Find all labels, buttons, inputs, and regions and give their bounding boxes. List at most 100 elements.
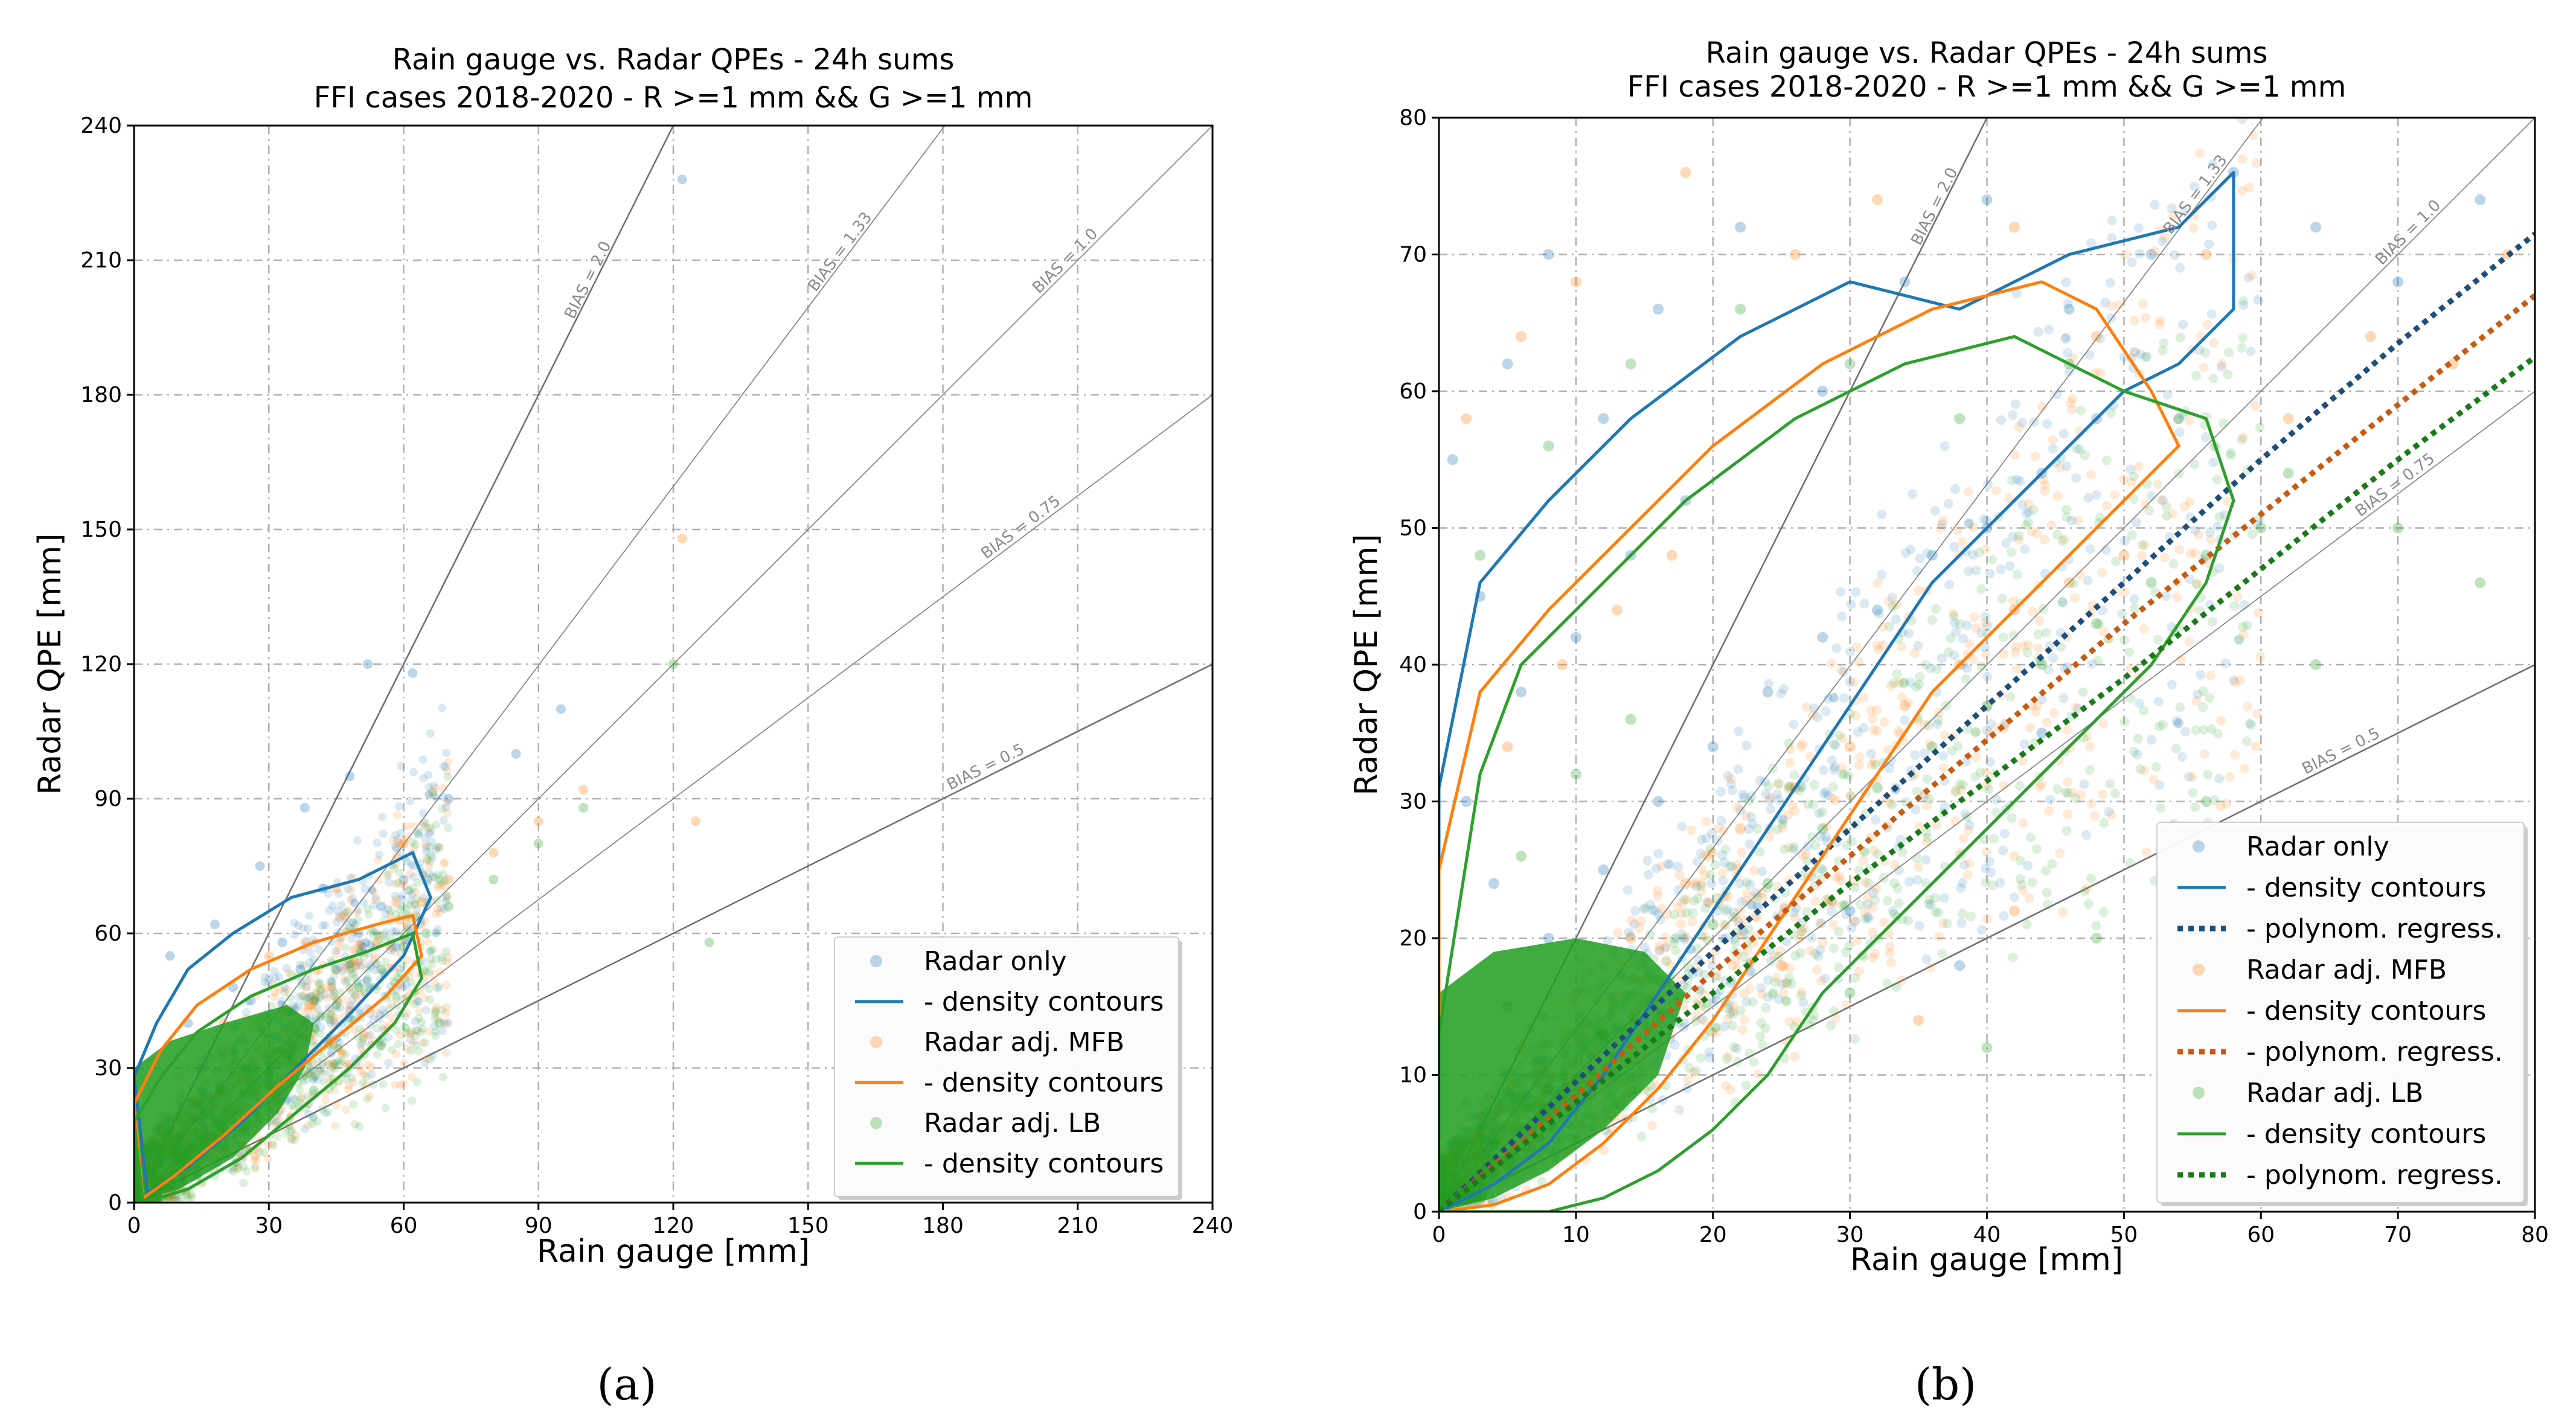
scatter-point (1745, 983, 1755, 994)
scatter-point (322, 994, 331, 1003)
scatter-point (1971, 622, 1981, 633)
scatter-point (1624, 927, 1634, 938)
scatter-point (2059, 693, 2069, 703)
scatter-point (2225, 772, 2235, 782)
scatter-point (1847, 923, 1857, 933)
scatter-point (1878, 640, 1888, 650)
scatter-point (2179, 501, 2190, 511)
scatter-point (444, 952, 453, 961)
scatter-point (1723, 1051, 1733, 1061)
scatter-point (2184, 636, 2194, 647)
scatter-point (2237, 154, 2248, 164)
scatter-point (335, 1044, 344, 1054)
scatter-point (1766, 804, 1776, 814)
scatter-point (338, 1050, 347, 1059)
scatter-point (1814, 808, 1824, 819)
data-point (1735, 222, 1746, 233)
scatter-point (389, 864, 399, 873)
data-point (2063, 577, 2075, 589)
scatter-point (1913, 586, 1923, 596)
scatter-point (1602, 936, 1612, 946)
scatter-point (1691, 881, 1702, 892)
scatter-point (1876, 570, 1886, 580)
scatter-point (1981, 767, 1991, 778)
scatter-point (367, 1070, 376, 1079)
scatter-point (435, 843, 444, 852)
scatter-point (441, 802, 450, 811)
scatter-point (362, 1072, 371, 1081)
scatter-point (303, 983, 312, 992)
scatter-point (391, 927, 400, 936)
scatter-point (1940, 441, 1950, 452)
data-point (376, 964, 386, 974)
scatter-point (329, 1060, 338, 1069)
scatter-point (1982, 671, 1993, 682)
scatter-point (1980, 612, 1990, 622)
data-point (578, 802, 589, 813)
scatter-point (1991, 795, 2002, 805)
scatter-point (1854, 760, 1864, 770)
legend-label: - density contours (924, 1148, 1164, 1179)
scatter-point (1720, 906, 1731, 916)
scatter-point (341, 909, 350, 918)
scatter-point (1979, 514, 1989, 524)
scatter-point (431, 873, 440, 882)
scatter-point (1700, 870, 1710, 880)
scatter-point (1781, 978, 1791, 988)
scatter-point (1711, 995, 1721, 1005)
scatter-point (325, 1068, 335, 1077)
scatter-point (2034, 616, 2045, 626)
scatter-point (1810, 948, 1820, 959)
scatter-point (387, 999, 396, 1008)
x-tick-label: 120 (653, 1214, 694, 1238)
scatter-point (1839, 667, 1849, 677)
scatter-point (1962, 620, 1972, 630)
scatter-point (1964, 519, 1974, 529)
scatter-point (1765, 795, 1775, 805)
scatter-point (282, 985, 291, 994)
data-point (277, 937, 287, 947)
data-point (1543, 933, 1554, 944)
data-point (362, 659, 373, 669)
scatter-point (1674, 870, 1685, 880)
scatter-point (326, 1018, 335, 1028)
scatter-point (425, 985, 434, 994)
scatter-point (409, 883, 418, 892)
scatter-point (305, 911, 314, 920)
scatter-point (335, 914, 344, 923)
scatter-point (315, 979, 324, 988)
scatter-point (1868, 714, 1878, 724)
scatter-point (1735, 805, 1746, 816)
scatter-point (1772, 789, 1782, 799)
scatter-point (1850, 916, 1860, 927)
scatter-point (1777, 814, 1787, 824)
scatter-point (1869, 845, 1879, 855)
x-tick-label: 240 (1192, 1214, 1234, 1238)
scatter-point (332, 946, 341, 955)
scatter-point (1735, 1005, 1746, 1015)
scatter-point (1734, 878, 1745, 889)
scatter-point (334, 1043, 343, 1052)
scatter-point (349, 945, 358, 954)
scatter-point (2028, 606, 2038, 616)
scatter-point (1747, 819, 1757, 829)
scatter-point (263, 1154, 272, 1163)
scatter-point (402, 822, 411, 831)
scatter-point (443, 766, 452, 775)
scatter-point (404, 925, 413, 934)
scatter-point (1897, 847, 1908, 857)
scatter-point (347, 885, 356, 894)
scatter-point (2107, 232, 2117, 243)
scatter-point (2017, 500, 2028, 510)
scatter-point (2206, 309, 2217, 319)
scatter-point (368, 930, 377, 939)
scatter-point (331, 1064, 340, 1073)
scatter-point (342, 913, 351, 923)
scatter-point (1762, 882, 1772, 892)
scatter-point (1635, 923, 1645, 933)
scatter-point (1702, 898, 1713, 908)
scatter-point (2190, 181, 2200, 191)
scatter-point (338, 910, 347, 919)
scatter-point (2048, 435, 2058, 445)
scatter-point (411, 1032, 420, 1041)
